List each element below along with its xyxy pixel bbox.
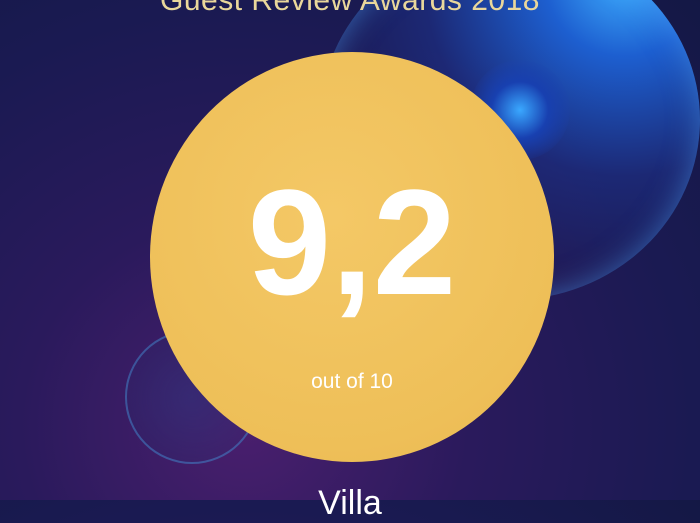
score-circle: 9,2 out of 10 xyxy=(150,52,554,462)
award-title: Guest Review Awards 2018 xyxy=(160,0,540,17)
score-scale: out of 10 xyxy=(311,370,393,393)
property-name: Villa xyxy=(318,484,382,522)
score-value: 9,2 xyxy=(247,158,457,326)
